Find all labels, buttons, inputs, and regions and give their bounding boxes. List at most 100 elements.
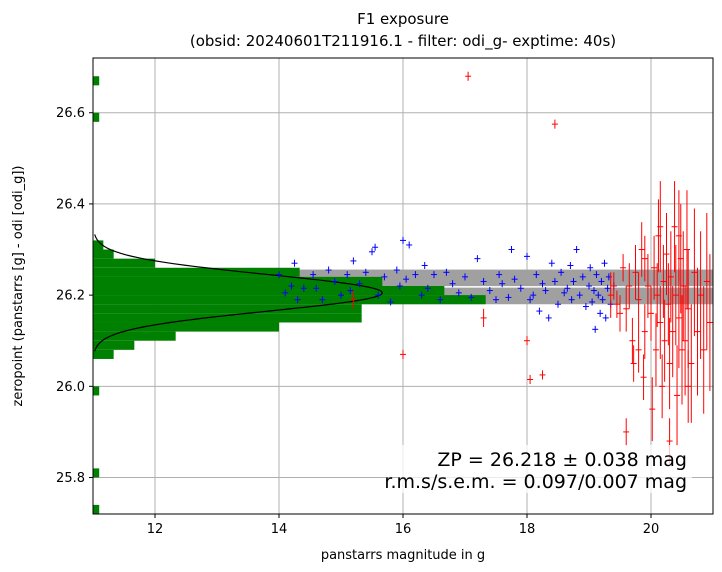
y-tick-label: 26.2 bbox=[56, 289, 85, 304]
rejected-star-point bbox=[626, 263, 633, 309]
used-star-point bbox=[443, 268, 450, 276]
histogram-bar bbox=[93, 386, 100, 396]
x-tick-label: 12 bbox=[147, 522, 164, 537]
rejected-star-point bbox=[691, 208, 698, 337]
used-star-point bbox=[599, 296, 606, 304]
rejected-star-point bbox=[640, 354, 647, 400]
used-star-point bbox=[505, 293, 512, 301]
used-star-point bbox=[508, 246, 515, 254]
rejected-star-point bbox=[350, 290, 357, 309]
used-star-point bbox=[412, 271, 419, 279]
used-star-point bbox=[602, 314, 609, 322]
rejected-star-point bbox=[659, 354, 666, 419]
used-star-point bbox=[403, 275, 410, 283]
used-star-point bbox=[604, 284, 611, 292]
rejected-star-point bbox=[660, 244, 667, 318]
used-star-point bbox=[396, 282, 403, 290]
used-star-point bbox=[542, 287, 549, 295]
rejected-star-point bbox=[657, 286, 664, 359]
used-star-point bbox=[548, 259, 555, 267]
y-tick-label: 26.4 bbox=[56, 197, 85, 212]
rejected-star-point bbox=[648, 286, 654, 341]
used-star-point bbox=[567, 261, 574, 269]
used-star-point bbox=[579, 273, 586, 281]
histogram-bar bbox=[93, 313, 362, 323]
used-star-point bbox=[468, 293, 475, 301]
zeropoint-histogram bbox=[93, 76, 486, 514]
histogram-bar bbox=[93, 286, 445, 296]
histogram-bar bbox=[93, 468, 100, 478]
x-tick-label: 20 bbox=[643, 522, 660, 537]
rejected-star-point bbox=[400, 349, 406, 359]
used-star-point bbox=[536, 307, 543, 315]
used-star-point bbox=[570, 277, 577, 285]
rejected-star-point bbox=[613, 290, 620, 318]
y-tick-label: 26.0 bbox=[56, 380, 85, 395]
y-tick-label: 25.8 bbox=[56, 471, 85, 486]
axis-ticks: 12 14 16 18 20 25.8 26.0 26.2 26.4 26.6 bbox=[56, 106, 659, 537]
histogram-bar bbox=[93, 331, 176, 341]
used-star-point bbox=[595, 291, 602, 299]
used-star-point bbox=[493, 296, 499, 304]
histogram-bar bbox=[93, 349, 114, 359]
zeropoint-annotation: ZP = 26.218 ± 0.038 mag bbox=[437, 449, 687, 471]
used-star-point bbox=[601, 259, 608, 267]
annotation-background bbox=[400, 445, 692, 493]
used-star-point bbox=[592, 325, 599, 333]
rejected-star-point bbox=[682, 286, 689, 396]
rejected-star-point bbox=[700, 286, 707, 414]
rejected-star-point bbox=[629, 317, 636, 364]
used-star-point bbox=[291, 259, 298, 267]
used-star-point bbox=[400, 236, 406, 244]
used-star-point bbox=[597, 309, 604, 317]
used-star-point bbox=[533, 271, 540, 279]
used-star-point bbox=[319, 296, 326, 304]
used-star-point bbox=[406, 241, 413, 249]
rejected-star-point bbox=[697, 231, 704, 359]
rejected-star-point bbox=[644, 254, 651, 318]
used-star-point bbox=[545, 314, 552, 322]
used-star-point bbox=[480, 277, 487, 285]
used-star-point bbox=[527, 296, 534, 304]
x-axis-label: panstarrs magnitude in g bbox=[321, 548, 485, 563]
used-star-point bbox=[517, 284, 524, 292]
used-star-point bbox=[590, 287, 597, 295]
used-star-point bbox=[474, 255, 481, 263]
rejected-star-point bbox=[671, 181, 678, 273]
rejected-star-point bbox=[551, 119, 558, 129]
used-star-point bbox=[344, 271, 351, 279]
used-star-point bbox=[300, 284, 307, 292]
rejected-star-point bbox=[703, 213, 710, 350]
x-tick-label: 16 bbox=[395, 522, 412, 537]
rejected-star-point bbox=[649, 377, 656, 442]
used-star-point bbox=[499, 280, 506, 288]
x-tick-label: 14 bbox=[271, 522, 288, 537]
used-star-point bbox=[539, 280, 546, 288]
rejected-star-point bbox=[685, 349, 692, 423]
rms-annotation: r.m.s/s.e.m. = 0.097/0.007 mag bbox=[384, 471, 687, 493]
rejected-star-point bbox=[527, 374, 534, 385]
used-star-point bbox=[347, 287, 354, 295]
histogram-bar bbox=[93, 295, 486, 305]
used-star-point bbox=[276, 271, 282, 279]
rejected-star-point bbox=[675, 267, 682, 369]
rejected-star-point bbox=[666, 317, 673, 410]
rejected-star-point bbox=[651, 235, 658, 300]
rejected-star-point bbox=[607, 272, 614, 318]
x-tick-label: 18 bbox=[519, 522, 536, 537]
rejected-star-point bbox=[654, 263, 661, 328]
gaussian-fit-curve bbox=[94, 234, 384, 352]
rejected-star-point bbox=[657, 181, 664, 273]
rejected-star-point bbox=[465, 71, 472, 81]
histogram-bar bbox=[93, 276, 383, 286]
rejected-star-point bbox=[661, 299, 668, 382]
used-star-point bbox=[496, 271, 503, 279]
used-star-point bbox=[586, 282, 592, 290]
used-star-point bbox=[325, 266, 332, 274]
rejected-star-point bbox=[652, 313, 659, 387]
used-star-point bbox=[331, 277, 338, 285]
used-star-point bbox=[568, 296, 575, 304]
used-star-point bbox=[598, 277, 605, 285]
used-star-point bbox=[350, 257, 357, 265]
y-axis-label: zeropoint (panstarrs [g] - odi [odi_g]) bbox=[11, 166, 26, 407]
